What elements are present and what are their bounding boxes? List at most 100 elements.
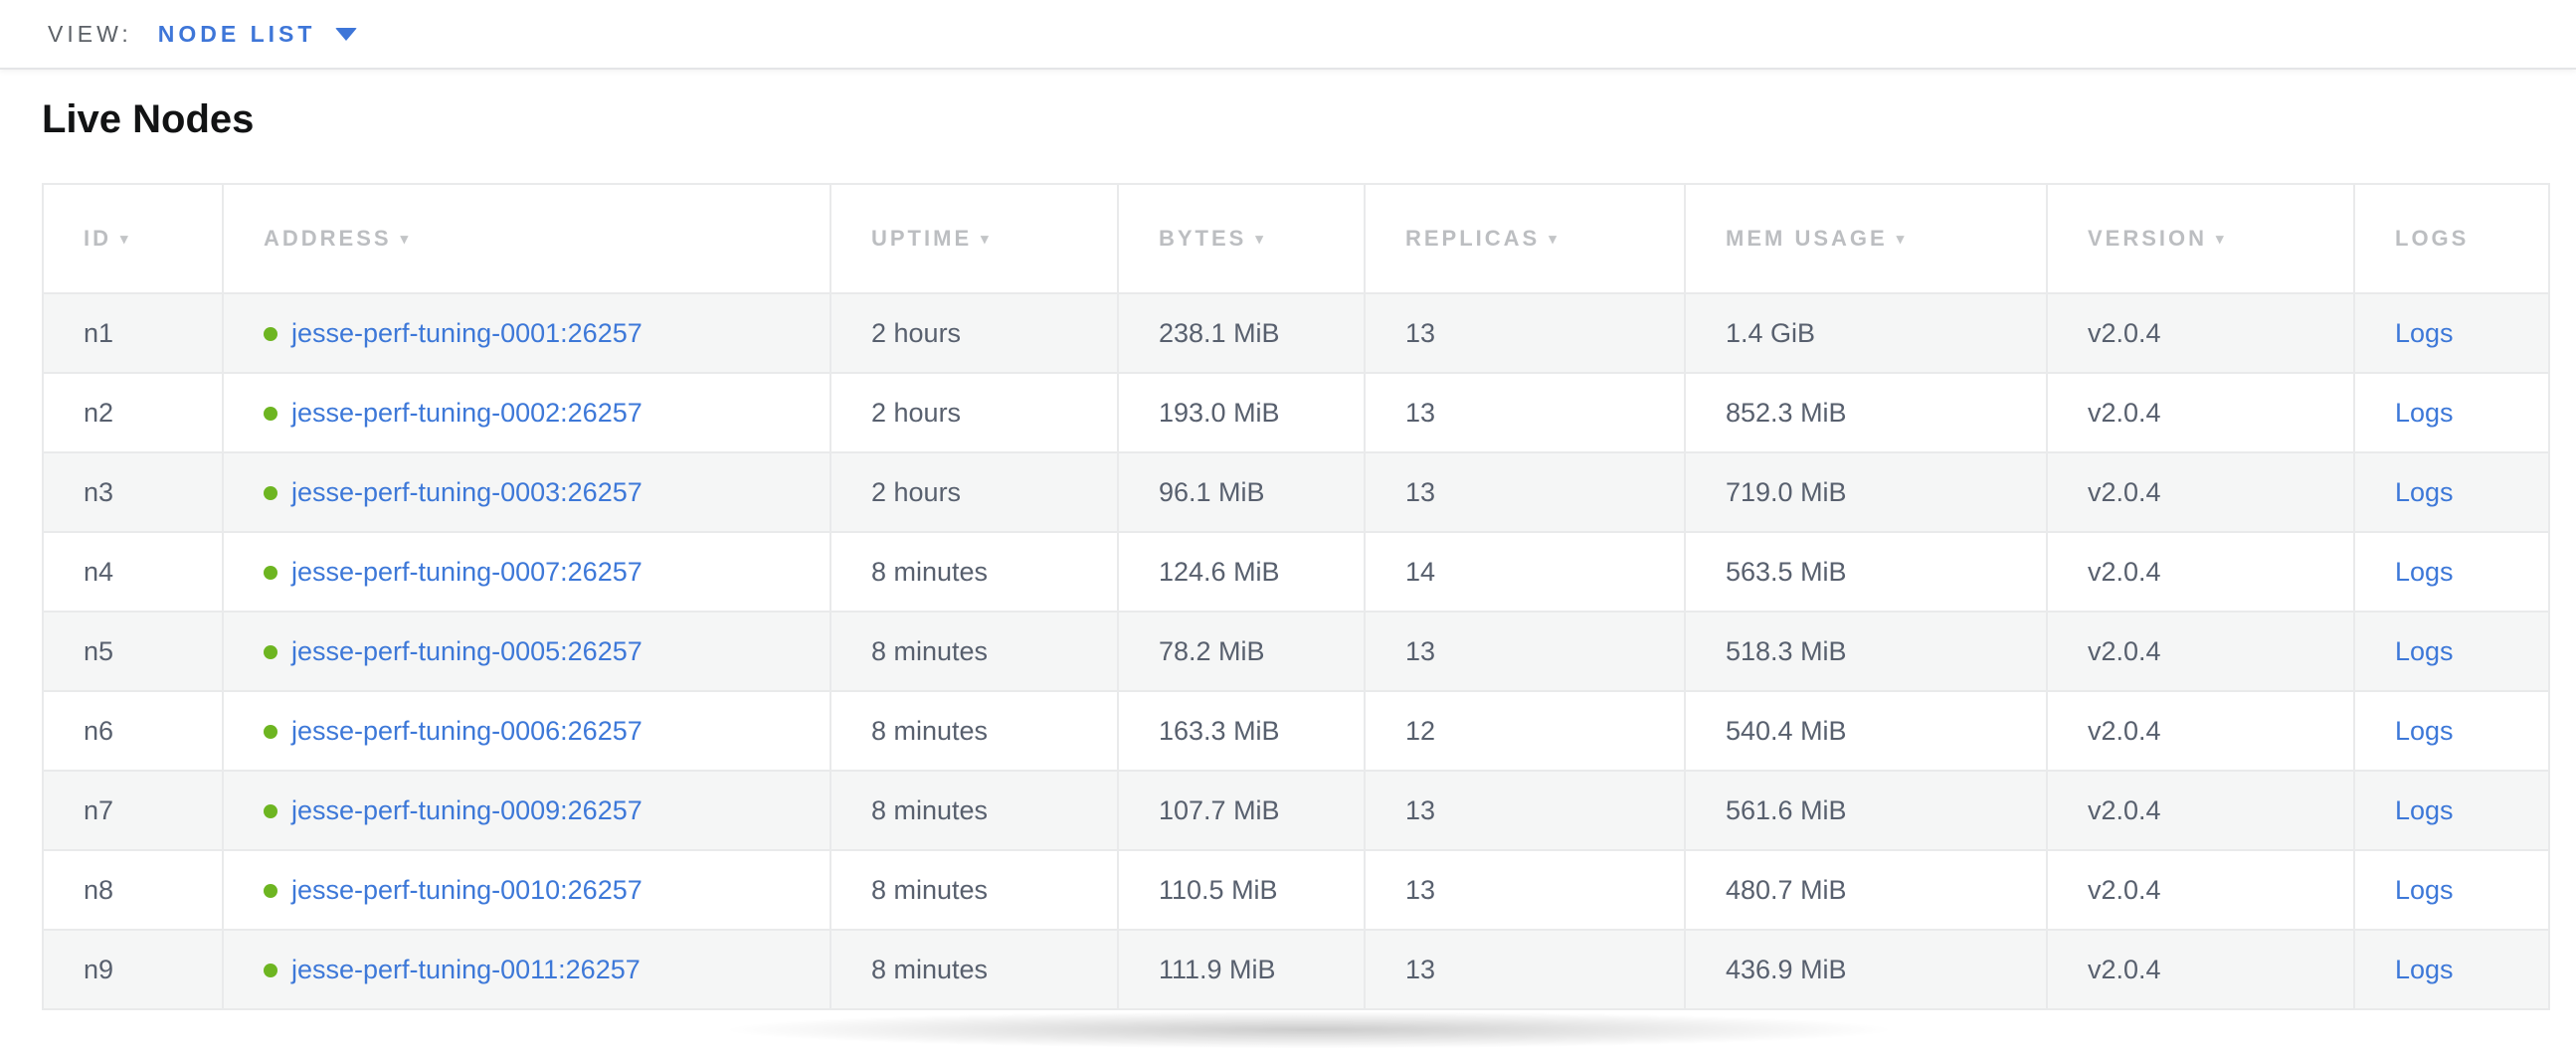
table-row: n1 jesse-perf-tuning-0001:26257 2 hours … — [42, 292, 2550, 374]
logs-link[interactable]: Logs — [2395, 794, 2454, 825]
logs-link[interactable]: Logs — [2395, 317, 2454, 348]
replicas-cell: 13 — [1364, 611, 1686, 692]
column-header-version[interactable]: VERSION ▾ — [2046, 183, 2355, 294]
column-header-replicas[interactable]: REPLICAS ▾ — [1364, 183, 1686, 294]
logs-cell: Logs — [2353, 770, 2550, 851]
bytes-cell: 96.1 MiB — [1117, 451, 1366, 533]
node-id-cell: n7 — [42, 770, 224, 851]
bytes-cell: 78.2 MiB — [1117, 611, 1366, 692]
mem-usage-cell: 563.5 MiB — [1684, 531, 2048, 613]
table-row: n9 jesse-perf-tuning-0011:26257 8 minute… — [42, 929, 2550, 1010]
live-status-dot-icon — [264, 406, 277, 421]
node-id-cell: n2 — [42, 372, 224, 453]
node-address-link[interactable]: jesse-perf-tuning-0005:26257 — [291, 635, 643, 666]
bytes-cell: 107.7 MiB — [1117, 770, 1366, 851]
logs-cell: Logs — [2353, 611, 2550, 692]
logs-cell: Logs — [2353, 690, 2550, 772]
column-header-address[interactable]: ADDRESS ▾ — [222, 183, 831, 294]
bytes-cell: 110.5 MiB — [1117, 849, 1366, 931]
column-header-id[interactable]: ID ▾ — [42, 183, 224, 294]
bytes-cell: 193.0 MiB — [1117, 372, 1366, 453]
live-status-dot-icon — [264, 644, 277, 659]
logs-cell: Logs — [2353, 929, 2550, 1010]
version-cell: v2.0.4 — [2046, 372, 2355, 453]
uptime-cell: 8 minutes — [829, 611, 1119, 692]
node-address-cell: jesse-perf-tuning-0003:26257 — [222, 451, 831, 533]
logs-link[interactable]: Logs — [2395, 715, 2454, 746]
node-id-cell: n5 — [42, 611, 224, 692]
bytes-cell: 111.9 MiB — [1117, 929, 1366, 1010]
logs-link[interactable]: Logs — [2395, 635, 2454, 666]
sort-caret-icon: ▾ — [2216, 231, 2227, 248]
table-row: n8 jesse-perf-tuning-0010:26257 8 minute… — [42, 849, 2550, 931]
node-id-cell: n4 — [42, 531, 224, 613]
node-address-link[interactable]: jesse-perf-tuning-0011:26257 — [291, 954, 641, 984]
live-status-dot-icon — [264, 883, 277, 898]
logs-cell: Logs — [2353, 531, 2550, 613]
column-header-mem-usage[interactable]: MEM USAGE ▾ — [1684, 183, 2048, 294]
table-row: n4 jesse-perf-tuning-0007:26257 8 minute… — [42, 531, 2550, 613]
view-selected-value: NODE LIST — [157, 20, 316, 47]
replicas-cell: 13 — [1364, 929, 1686, 1010]
version-cell: v2.0.4 — [2046, 611, 2355, 692]
logs-cell: Logs — [2353, 372, 2550, 453]
replicas-cell: 13 — [1364, 372, 1686, 453]
node-id-cell: n8 — [42, 849, 224, 931]
node-address-link[interactable]: jesse-perf-tuning-0009:26257 — [291, 794, 643, 825]
node-address-cell: jesse-perf-tuning-0011:26257 — [222, 929, 831, 1010]
uptime-cell: 8 minutes — [829, 929, 1119, 1010]
node-id-cell: n9 — [42, 929, 224, 1010]
table-row: n7 jesse-perf-tuning-0009:26257 8 minute… — [42, 770, 2550, 851]
version-cell: v2.0.4 — [2046, 531, 2355, 613]
node-address-cell: jesse-perf-tuning-0010:26257 — [222, 849, 831, 931]
table-header-row: ID ▾ ADDRESS ▾ UPTIME ▾ BYTES ▾ REPLICAS ▾ ME… — [42, 183, 2550, 294]
uptime-cell: 8 minutes — [829, 849, 1119, 931]
logs-link[interactable]: Logs — [2395, 397, 2454, 428]
mem-usage-cell: 436.9 MiB — [1684, 929, 2048, 1010]
bytes-cell: 124.6 MiB — [1117, 531, 1366, 613]
logs-cell: Logs — [2353, 451, 2550, 533]
logs-cell: Logs — [2353, 849, 2550, 931]
logs-link[interactable]: Logs — [2395, 954, 2454, 984]
version-cell: v2.0.4 — [2046, 770, 2355, 851]
node-address-cell: jesse-perf-tuning-0001:26257 — [222, 292, 831, 374]
view-label: VIEW: — [48, 20, 132, 47]
live-status-dot-icon — [264, 803, 277, 818]
sort-caret-icon: ▾ — [400, 231, 412, 248]
node-address-link[interactable]: jesse-perf-tuning-0001:26257 — [291, 317, 643, 348]
uptime-cell: 8 minutes — [829, 690, 1119, 772]
uptime-cell: 8 minutes — [829, 531, 1119, 613]
node-address-link[interactable]: jesse-perf-tuning-0006:26257 — [291, 715, 643, 746]
uptime-cell: 2 hours — [829, 451, 1119, 533]
node-id-cell: n1 — [42, 292, 224, 374]
view-selector[interactable]: NODE LIST — [158, 21, 358, 48]
column-header-bytes[interactable]: BYTES ▾ — [1117, 183, 1366, 294]
mem-usage-cell: 719.0 MiB — [1684, 451, 2048, 533]
node-address-link[interactable]: jesse-perf-tuning-0010:26257 — [291, 874, 643, 905]
node-address-link[interactable]: jesse-perf-tuning-0003:26257 — [291, 476, 643, 507]
mem-usage-cell: 518.3 MiB — [1684, 611, 2048, 692]
column-header-uptime[interactable]: UPTIME ▾ — [829, 183, 1119, 294]
version-cell: v2.0.4 — [2046, 690, 2355, 772]
node-address-link[interactable]: jesse-perf-tuning-0007:26257 — [291, 556, 643, 587]
bytes-cell: 163.3 MiB — [1117, 690, 1366, 772]
node-address-cell: jesse-perf-tuning-0002:26257 — [222, 372, 831, 453]
live-status-dot-icon — [264, 485, 277, 500]
logs-link[interactable]: Logs — [2395, 874, 2454, 905]
replicas-cell: 12 — [1364, 690, 1686, 772]
table-row: n6 jesse-perf-tuning-0006:26257 8 minute… — [42, 690, 2550, 772]
node-address-cell: jesse-perf-tuning-0007:26257 — [222, 531, 831, 613]
node-address-link[interactable]: jesse-perf-tuning-0002:26257 — [291, 397, 643, 428]
mem-usage-cell: 1.4 GiB — [1684, 292, 2048, 374]
uptime-cell: 8 minutes — [829, 770, 1119, 851]
logs-link[interactable]: Logs — [2395, 556, 2454, 587]
live-nodes-table: ID ▾ ADDRESS ▾ UPTIME ▾ BYTES ▾ REPLICAS ▾ ME… — [42, 183, 2550, 1010]
table-bottom-shadow — [528, 1012, 2090, 1054]
logs-link[interactable]: Logs — [2395, 476, 2454, 507]
replicas-cell: 14 — [1364, 531, 1686, 613]
live-status-dot-icon — [264, 963, 277, 977]
version-cell: v2.0.4 — [2046, 849, 2355, 931]
replicas-cell: 13 — [1364, 451, 1686, 533]
mem-usage-cell: 480.7 MiB — [1684, 849, 2048, 931]
uptime-cell: 2 hours — [829, 292, 1119, 374]
